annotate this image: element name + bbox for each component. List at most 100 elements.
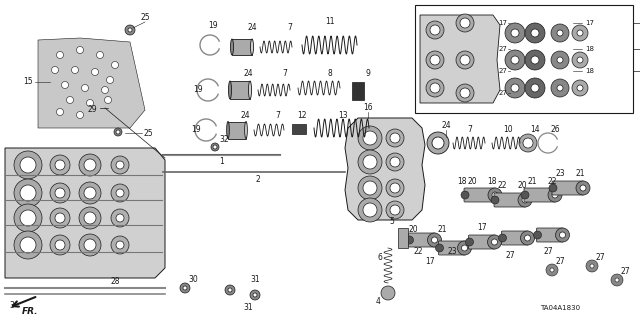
Circle shape xyxy=(111,156,129,174)
Circle shape xyxy=(79,182,101,204)
Circle shape xyxy=(525,78,545,98)
Circle shape xyxy=(55,213,65,223)
Circle shape xyxy=(128,28,132,32)
Text: 27: 27 xyxy=(555,257,565,266)
Circle shape xyxy=(577,30,583,36)
Bar xyxy=(415,5,633,113)
Circle shape xyxy=(577,57,583,63)
Circle shape xyxy=(116,189,124,197)
Text: 15: 15 xyxy=(23,78,33,86)
Text: 7: 7 xyxy=(287,24,292,33)
Circle shape xyxy=(432,137,444,149)
Circle shape xyxy=(523,138,533,148)
Circle shape xyxy=(548,188,562,202)
Circle shape xyxy=(551,79,569,97)
Text: 11: 11 xyxy=(325,18,335,26)
Circle shape xyxy=(431,237,438,243)
Circle shape xyxy=(77,47,83,54)
Circle shape xyxy=(519,134,537,152)
Circle shape xyxy=(56,51,63,58)
Text: 24: 24 xyxy=(247,24,257,33)
Circle shape xyxy=(363,155,377,169)
Circle shape xyxy=(390,133,400,143)
Text: 17: 17 xyxy=(477,224,487,233)
Circle shape xyxy=(406,236,413,244)
Circle shape xyxy=(56,108,63,115)
Text: 14: 14 xyxy=(530,125,540,135)
Circle shape xyxy=(551,24,569,42)
Circle shape xyxy=(111,62,118,69)
Text: 17: 17 xyxy=(499,20,508,26)
Circle shape xyxy=(50,155,70,175)
Circle shape xyxy=(550,268,554,272)
Circle shape xyxy=(428,233,442,247)
Circle shape xyxy=(461,245,467,251)
Polygon shape xyxy=(420,15,500,103)
FancyBboxPatch shape xyxy=(494,193,526,207)
Circle shape xyxy=(531,29,539,37)
Text: 24: 24 xyxy=(441,122,451,130)
Text: 21: 21 xyxy=(527,176,537,186)
Circle shape xyxy=(525,235,531,241)
Ellipse shape xyxy=(248,81,252,99)
Circle shape xyxy=(102,86,109,93)
Circle shape xyxy=(511,29,519,37)
Text: 24: 24 xyxy=(240,110,250,120)
Circle shape xyxy=(556,228,570,242)
Circle shape xyxy=(253,293,257,297)
Circle shape xyxy=(50,235,70,255)
Text: 6: 6 xyxy=(378,254,383,263)
Ellipse shape xyxy=(227,122,229,138)
Circle shape xyxy=(521,191,529,199)
Circle shape xyxy=(531,84,539,92)
Circle shape xyxy=(250,290,260,300)
Circle shape xyxy=(213,145,217,149)
Ellipse shape xyxy=(230,39,234,55)
Circle shape xyxy=(525,23,545,43)
Text: 2: 2 xyxy=(255,174,260,183)
Text: 28: 28 xyxy=(110,278,120,286)
Ellipse shape xyxy=(228,81,232,99)
Circle shape xyxy=(51,66,58,73)
Text: 1: 1 xyxy=(220,158,225,167)
Text: 7: 7 xyxy=(283,69,287,78)
Circle shape xyxy=(363,203,377,217)
Circle shape xyxy=(557,57,563,63)
Text: 18: 18 xyxy=(487,176,497,186)
Circle shape xyxy=(116,161,124,169)
Text: 30: 30 xyxy=(188,276,198,285)
Circle shape xyxy=(390,157,400,167)
Circle shape xyxy=(426,51,444,69)
Circle shape xyxy=(386,201,404,219)
Circle shape xyxy=(61,81,68,88)
Circle shape xyxy=(84,212,96,224)
Circle shape xyxy=(505,23,525,43)
Circle shape xyxy=(97,51,104,58)
Text: 7: 7 xyxy=(468,125,472,135)
Circle shape xyxy=(430,83,440,93)
Text: 27: 27 xyxy=(505,250,515,259)
Polygon shape xyxy=(5,148,165,278)
Circle shape xyxy=(427,132,449,154)
Bar xyxy=(230,81,250,99)
Bar xyxy=(352,82,364,100)
Text: 27: 27 xyxy=(499,46,508,52)
Text: 26: 26 xyxy=(550,125,560,135)
Circle shape xyxy=(111,236,129,254)
Circle shape xyxy=(458,241,472,255)
Circle shape xyxy=(14,231,42,259)
Circle shape xyxy=(20,185,36,201)
Circle shape xyxy=(456,51,474,69)
FancyBboxPatch shape xyxy=(524,188,556,202)
Text: 20: 20 xyxy=(408,226,418,234)
Circle shape xyxy=(552,192,558,198)
Circle shape xyxy=(460,18,470,28)
Text: 8: 8 xyxy=(328,69,332,78)
Circle shape xyxy=(116,214,124,222)
Circle shape xyxy=(111,209,129,227)
Circle shape xyxy=(67,97,74,103)
Circle shape xyxy=(14,151,42,179)
FancyBboxPatch shape xyxy=(536,228,563,242)
Text: 25: 25 xyxy=(140,13,150,23)
Circle shape xyxy=(358,176,382,200)
